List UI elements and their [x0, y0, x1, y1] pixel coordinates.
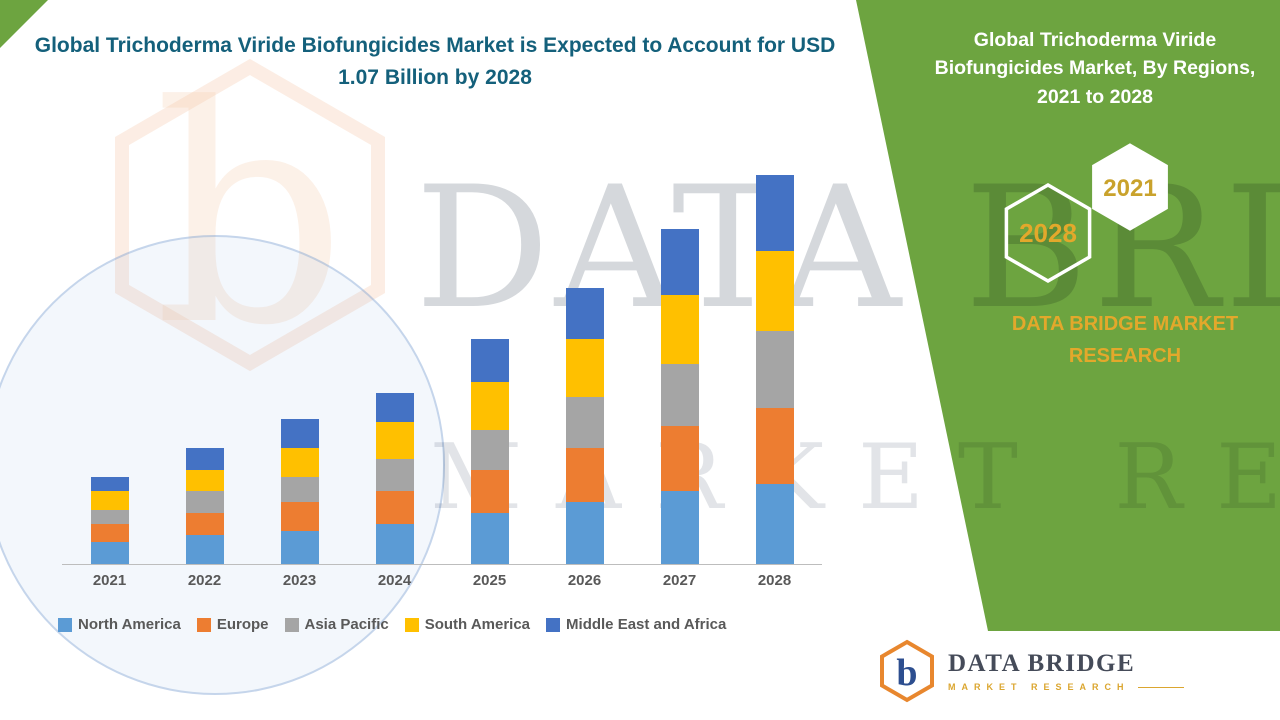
svg-text:b: b [896, 652, 917, 694]
x-axis-labels: 2021 2022 2023 2024 2025 2026 2027 2028 [62, 572, 822, 589]
legend-item-north-america: North America [58, 616, 181, 633]
segment-2023-asia-pacific [280, 476, 319, 503]
bar-2028 [755, 174, 794, 564]
segment-2021-europe [90, 524, 129, 543]
x-tick-2022: 2022 [187, 572, 222, 589]
segment-2021-north-america [90, 542, 129, 564]
legend-swatch [546, 617, 561, 632]
segment-2024-europe [375, 491, 414, 524]
segment-2024-middle-east-and-africa [375, 393, 414, 423]
bar-2027 [660, 229, 699, 564]
segment-2027-asia-pacific [660, 364, 699, 426]
legend-swatch [404, 617, 419, 632]
brand-text: DATA BRIDGE MARKET RESEARCH [1011, 313, 1239, 367]
segment-2026-europe [565, 447, 604, 503]
segment-2024-north-america [375, 524, 414, 564]
logo-name: DATA BRIDGE [948, 650, 1136, 677]
x-tick-2027: 2027 [662, 572, 697, 589]
hexagon-2028-label: 2028 [1019, 218, 1077, 248]
x-tick-2026: 2026 [567, 572, 602, 589]
side-panel-title: Global Trichoderma Viride Biofungicides … [934, 29, 1256, 108]
hexagon-2021-label: 2021 [1103, 175, 1156, 202]
segment-2026-middle-east-and-africa [565, 287, 604, 339]
bar-2021 [90, 476, 129, 564]
segment-2022-middle-east-and-africa [185, 447, 224, 470]
segment-2026-asia-pacific [565, 396, 604, 448]
year-hexagons: 2028 2021 [1004, 143, 1168, 284]
bar-2025 [470, 338, 509, 564]
bar-2024 [375, 393, 414, 564]
legend-item-middle-east-and-africa: Middle East and Africa [546, 616, 726, 633]
segment-2027-north-america [660, 491, 699, 564]
segment-2023-middle-east-and-africa [280, 418, 319, 448]
bar-2022 [185, 447, 224, 564]
data-bridge-logo-icon: b [880, 639, 934, 703]
legend-label: Asia Pacific [304, 616, 389, 633]
segment-2023-europe [280, 502, 319, 532]
segment-2027-south-america [660, 294, 699, 365]
segment-2025-europe [470, 469, 509, 514]
segment-2028-asia-pacific [755, 331, 794, 408]
legend-item-asia-pacific: Asia Pacific [284, 616, 389, 633]
segment-2027-europe [660, 425, 699, 492]
segment-2025-south-america [470, 382, 509, 430]
chart-title: Global Trichoderma Viride Biofungicides … [34, 34, 836, 89]
segment-2025-asia-pacific [470, 429, 509, 470]
legend-swatch [58, 617, 72, 632]
legend-item-south-america: South America [404, 616, 531, 633]
segment-2028-europe [755, 407, 794, 484]
legend: North America Europe Asia Pacific South Ame… [58, 616, 726, 633]
legend-swatch [196, 617, 211, 632]
segment-2022-asia-pacific [185, 491, 224, 514]
segment-2024-south-america [375, 422, 414, 459]
x-tick-2021: 2021 [92, 572, 127, 589]
segment-2025-north-america [470, 513, 509, 564]
x-tick-2023: 2023 [282, 572, 317, 589]
bar-plot [62, 165, 822, 565]
legend-label: Middle East and Africa [566, 616, 727, 633]
segment-2023-south-america [280, 447, 319, 477]
segment-2027-middle-east-and-africa [660, 229, 699, 295]
logo-tagline: MARKET RESEARCH [948, 682, 1130, 692]
segment-2022-europe [185, 513, 224, 535]
segment-2028-middle-east-and-africa [755, 174, 794, 252]
segment-2023-north-america [280, 531, 319, 564]
hexagon-2021 [1092, 143, 1168, 231]
segment-2021-asia-pacific [90, 509, 129, 525]
x-tick-2028: 2028 [757, 572, 792, 589]
legend-label: North America [78, 616, 181, 633]
segment-2026-south-america [565, 338, 604, 397]
legend-label: South America [424, 616, 531, 633]
legend-item-europe: Europe [196, 616, 269, 633]
footer-logo: b DATA BRIDGE MARKET RESEARCH [878, 634, 1184, 708]
segment-2024-asia-pacific [375, 458, 414, 492]
bar-2023 [280, 418, 319, 564]
segment-2026-north-america [565, 502, 604, 564]
segment-2022-north-america [185, 534, 224, 564]
segment-2021-south-america [90, 491, 129, 510]
segment-2028-north-america [755, 484, 794, 564]
hexagon-2028 [1004, 182, 1092, 284]
segment-2021-middle-east-and-africa [90, 476, 129, 492]
segment-2025-middle-east-and-africa [470, 338, 509, 383]
x-tick-2024: 2024 [377, 572, 412, 589]
segment-2028-south-america [755, 251, 794, 332]
segment-2022-south-america [185, 469, 224, 492]
legend-label: Europe [216, 616, 269, 633]
legend-swatch [284, 617, 299, 632]
logo-tagline-rule [1137, 686, 1184, 688]
x-tick-2025: 2025 [472, 572, 507, 589]
bar-2026 [565, 287, 604, 564]
